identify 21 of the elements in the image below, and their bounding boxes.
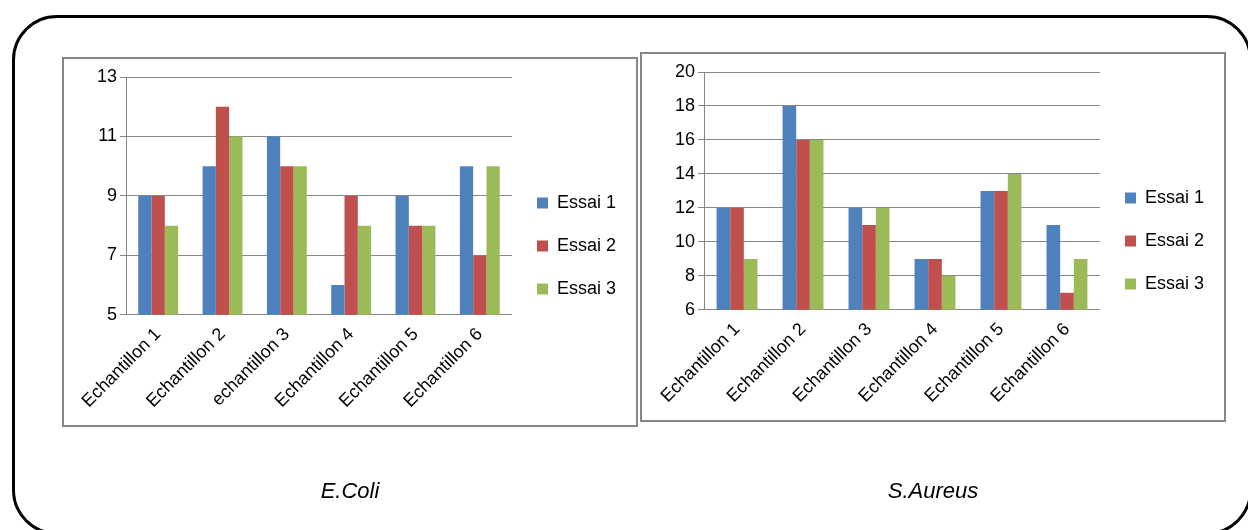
legend-label: Essai 1 (556, 191, 616, 212)
y-tick-label: 13 (96, 65, 118, 86)
y-tick-label: 12 (674, 196, 696, 217)
y-tick-label: 16 (674, 128, 696, 149)
legend-label: Essai 1 (1144, 186, 1204, 207)
y-tick-label: 5 (107, 303, 118, 324)
y-tick-label: 11 (98, 125, 118, 146)
y-tick-label: 9 (107, 184, 118, 205)
y-tick-label: 20 (674, 60, 696, 81)
legend-label: Essai 2 (556, 234, 616, 255)
y-tick-label: 7 (107, 244, 118, 265)
y-tick-label: 14 (674, 162, 696, 183)
y-tick-label: 10 (674, 230, 696, 251)
legend-label: Essai 3 (556, 277, 616, 298)
legend-label: Essai 3 (1144, 272, 1204, 293)
y-tick-label: 6 (685, 298, 696, 319)
legend-label: Essai 2 (1144, 229, 1204, 250)
text: S.Aureus (886, 478, 980, 504)
text: E.Coli (319, 478, 381, 504)
y-tick-label: 8 (685, 264, 696, 285)
y-tick-label: 18 (674, 94, 696, 115)
